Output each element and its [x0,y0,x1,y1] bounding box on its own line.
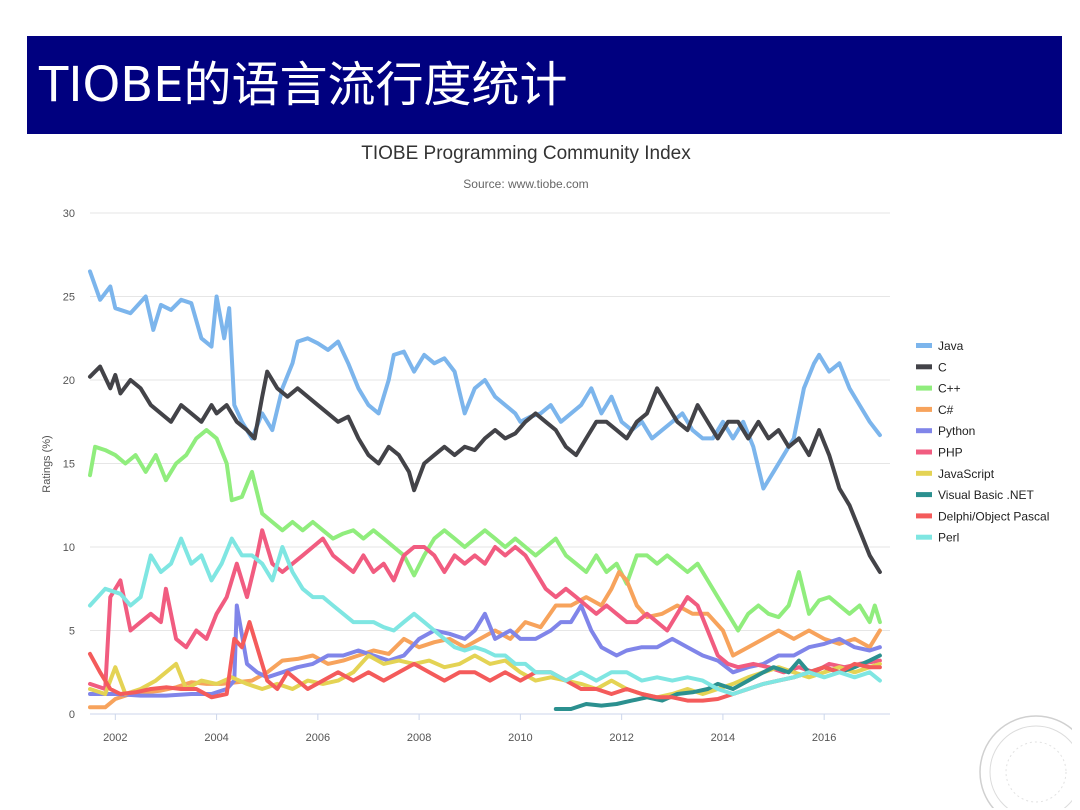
legend-swatch-javascript [916,470,932,476]
legend-swatch-visual-basic-net [916,492,932,498]
legend-item-delphi-object-pascal[interactable]: Delphi/Object Pascal [916,509,1049,523]
series-line-php[interactable] [88,528,882,691]
legend-swatch-c [916,406,932,412]
legend-item-python[interactable]: Python [916,424,975,438]
grid-lines [90,212,890,715]
legend-item-java[interactable]: Java [916,339,964,353]
legend-label-c: C++ [938,382,961,396]
legend-item-c[interactable]: C# [916,403,954,417]
y-tick-labels: 0 5 10 15 20 25 30 [63,208,75,721]
legend-swatch-python [916,428,932,434]
y-tick-label-5: 5 [69,626,75,638]
legend-item-perl[interactable]: Perl [916,531,959,545]
x-tick-label-2014: 2014 [711,732,735,744]
chart-subtitle: Source: www.tiobe.com [463,177,588,191]
series-line-perl[interactable] [88,536,882,696]
legend-swatch-perl [916,534,932,540]
x-tick-label-2004: 2004 [204,732,228,744]
legend-label-perl: Perl [938,531,959,545]
legend-item-php[interactable]: PHP [916,446,963,460]
y-tick-label-30: 30 [63,208,75,220]
university-seal-watermark [979,715,1072,808]
legend-swatch-java [916,343,932,348]
series-line-java[interactable] [88,269,882,491]
series-line-javascript[interactable] [88,653,882,700]
legend-item-c[interactable]: C [916,360,947,374]
legend-swatch-c [916,385,932,391]
legend-item-javascript[interactable]: JavaScript [916,467,995,481]
series-line-c[interactable] [88,428,882,633]
chart-title: TIOBE Programming Community Index [361,143,691,164]
legend-label-java: Java [938,339,964,353]
y-tick-label-10: 10 [63,542,75,554]
x-tick-label-2016: 2016 [812,732,836,744]
slide-title: TIOBE的语言流行度统计 [39,57,568,113]
legend-label-c: C [938,360,947,374]
legend-label-c: C# [938,403,954,417]
legend-label-python: Python [938,424,975,438]
legend[interactable]: Java C C++ C# Python PHP JavaScript Visual Basi… [916,339,1049,545]
legend-label-visual-basic-net: Visual Basic .NET [938,488,1034,502]
x-tick-label-2010: 2010 [508,732,532,744]
x-tick-label-2006: 2006 [306,732,330,744]
series-line-c[interactable] [88,364,882,574]
y-tick-label-0: 0 [69,709,75,721]
x-tick-label-2012: 2012 [609,732,633,744]
legend-item-visual-basic-net[interactable]: Visual Basic .NET [916,488,1034,502]
y-axis-title: Ratings (%) [41,435,53,492]
legend-swatch-c [916,364,932,370]
x-tick-labels: 2002 2004 2006 2008 2010 2012 2014 2016 [103,714,836,744]
legend-label-javascript: JavaScript [938,467,995,481]
series-lines [88,269,882,711]
legend-item-c[interactable]: C++ [916,382,961,396]
y-tick-label-20: 20 [63,375,75,387]
y-tick-label-25: 25 [63,292,75,304]
legend-label-php: PHP [938,446,963,460]
series-line-c[interactable] [88,570,882,710]
x-tick-label-2008: 2008 [407,732,431,744]
y-tick-label-15: 15 [63,459,75,471]
series-line-python[interactable] [88,603,882,698]
legend-swatch-delphi-object-pascal [916,513,932,519]
legend-swatch-php [916,449,932,455]
x-tick-label-2002: 2002 [103,732,127,744]
legend-label-delphi-object-pascal: Delphi/Object Pascal [938,509,1049,523]
slide-title-bar: TIOBE的语言流行度统计 [27,36,1062,134]
